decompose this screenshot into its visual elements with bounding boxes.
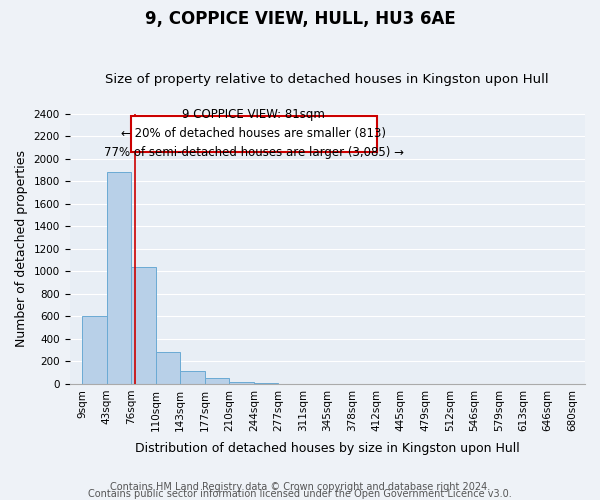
Text: Contains public sector information licensed under the Open Government Licence v3: Contains public sector information licen…	[88, 489, 512, 499]
Bar	[229, 382, 254, 384]
Bar	[156, 352, 180, 384]
FancyBboxPatch shape	[131, 116, 377, 152]
Bar	[180, 371, 205, 384]
Text: Contains HM Land Registry data © Crown copyright and database right 2024.: Contains HM Land Registry data © Crown c…	[110, 482, 490, 492]
X-axis label: Distribution of detached houses by size in Kingston upon Hull: Distribution of detached houses by size …	[135, 442, 520, 455]
Bar	[82, 316, 107, 384]
Text: 9 COPPICE VIEW: 81sqm
← 20% of detached houses are smaller (813)
77% of semi-det: 9 COPPICE VIEW: 81sqm ← 20% of detached …	[104, 108, 404, 160]
Bar	[205, 378, 229, 384]
Bar	[107, 172, 131, 384]
Y-axis label: Number of detached properties: Number of detached properties	[15, 150, 28, 347]
Bar	[131, 267, 156, 384]
Bar	[254, 383, 278, 384]
Text: 9, COPPICE VIEW, HULL, HU3 6AE: 9, COPPICE VIEW, HULL, HU3 6AE	[145, 10, 455, 28]
Title: Size of property relative to detached houses in Kingston upon Hull: Size of property relative to detached ho…	[106, 73, 549, 86]
